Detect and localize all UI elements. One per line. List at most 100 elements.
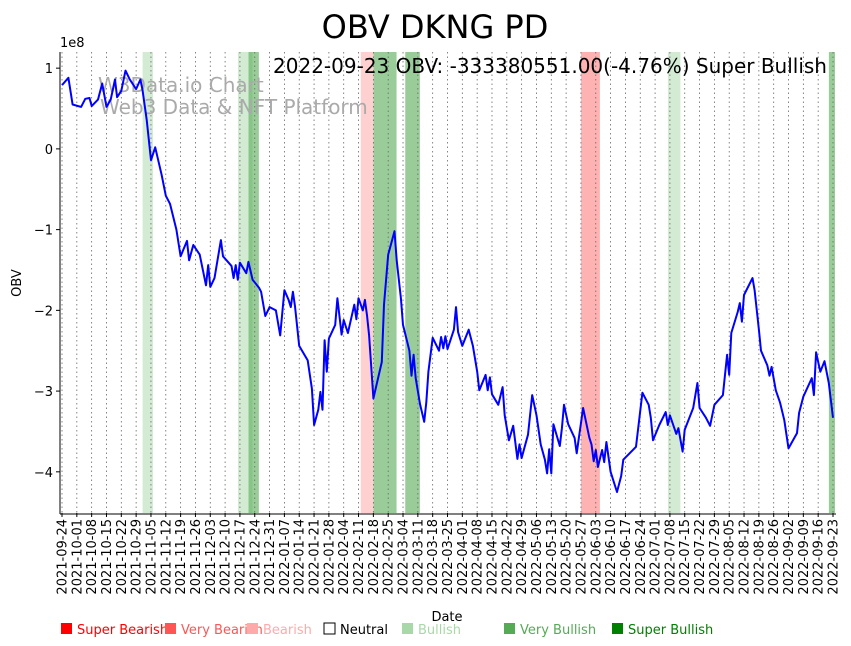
x-tick-label: 2022-07-15 <box>678 519 693 595</box>
x-tick-label: 2022-06-17 <box>619 519 634 595</box>
y-tick-label: −1 <box>34 224 53 239</box>
x-tick-label: 2022-07-22 <box>693 519 708 595</box>
x-tick-label: 2022-03-04 <box>397 519 412 595</box>
x-tick-label: 2021-10-29 <box>130 519 145 595</box>
legend-label: Bearish <box>263 623 312 638</box>
x-tick-label: 2021-10-08 <box>85 519 100 595</box>
legend-label: Very Bearish <box>181 623 263 638</box>
x-ticks: 2021-09-24 2021-10-01 2021-10-08 2021-10-15… <box>56 513 842 595</box>
grid-lines <box>61 52 834 513</box>
y-multiplier: 1e8 <box>60 36 85 51</box>
signal-band-bearish <box>360 52 374 513</box>
watermark-line-2: Web3 Data & NFT Platform <box>100 95 368 119</box>
x-tick-label: 2022-09-23 <box>827 519 842 595</box>
legend-item-very-bearish: Very Bearish <box>165 623 263 638</box>
x-tick-label: 2022-05-20 <box>560 519 575 595</box>
x-tick-label: 2021-10-01 <box>70 519 85 595</box>
legend-label: Very Bullish <box>520 623 596 638</box>
y-tick-label: 1 <box>45 62 53 77</box>
x-tick-label: 2021-09-24 <box>56 519 71 595</box>
x-tick-label: 2022-04-29 <box>515 519 530 595</box>
legend-label: Bullish <box>418 623 461 638</box>
legend-label: Super Bullish <box>628 623 713 638</box>
x-tick-label: 2022-02-11 <box>352 519 367 595</box>
x-tick-label: 2021-12-24 <box>248 519 263 595</box>
legend-swatch <box>323 622 336 635</box>
x-tick-label: 2022-09-09 <box>797 519 812 595</box>
legend-swatch <box>504 623 515 634</box>
x-tick-label: 2021-10-15 <box>100 519 115 595</box>
x-tick-label: 2022-08-26 <box>767 519 782 595</box>
x-tick-label: 2021-11-05 <box>144 519 159 595</box>
y-tick-label: −2 <box>34 304 53 319</box>
x-tick-label: 2022-01-28 <box>322 519 337 595</box>
series-line-obv <box>61 69 834 493</box>
series-layer <box>61 69 834 493</box>
legend-item-bearish: Bearish <box>247 623 312 638</box>
y-tick-label: −3 <box>34 385 53 400</box>
legend-swatch <box>402 623 413 634</box>
legend-swatch <box>247 623 258 634</box>
x-tick-label: 2022-03-18 <box>426 519 441 595</box>
legend-item-super-bearish: Super Bearish <box>61 623 168 638</box>
y-axis-label: OBV <box>10 269 25 297</box>
x-tick-label: 2021-12-03 <box>204 519 219 595</box>
x-tick-label: 2021-12-31 <box>263 519 278 595</box>
x-tick-label: 2022-04-15 <box>485 519 500 595</box>
signal-band-very-bearish <box>581 52 600 513</box>
x-tick-label: 2022-07-01 <box>649 519 664 595</box>
latest-value-annotation: 2022-09-23 OBV: -333380551.00(-4.76%) Su… <box>273 54 827 78</box>
x-tick-label: 2022-05-13 <box>545 519 560 595</box>
x-tick-label: 2021-11-19 <box>174 519 189 595</box>
x-tick-label: 2022-06-03 <box>589 519 604 595</box>
legend-item-neutral: Neutral <box>323 622 388 638</box>
x-tick-label: 2022-06-10 <box>604 519 619 595</box>
legend: Super Bearish Very Bearish Bearish Neutral B… <box>61 622 713 638</box>
legend-item-very-bullish: Very Bullish <box>504 623 596 638</box>
y-ticks: 1 0 −1 −2 −3 −4 <box>34 62 60 481</box>
legend-label: Neutral <box>340 623 388 638</box>
x-tick-label: 2022-01-14 <box>293 519 308 595</box>
x-tick-label: 2022-01-07 <box>278 519 293 595</box>
x-tick-label: 2022-09-16 <box>812 519 827 595</box>
x-tick-label: 2021-11-12 <box>159 519 174 595</box>
signal-bands <box>142 52 835 513</box>
signal-band-very-bullish <box>405 52 420 513</box>
x-tick-label: 2022-08-19 <box>752 519 767 595</box>
x-tick-label: 2021-10-22 <box>115 519 130 595</box>
x-tick-label: 2022-06-24 <box>634 519 649 595</box>
legend-swatch <box>612 623 623 634</box>
x-tick-label: 2022-04-22 <box>500 519 515 595</box>
signal-band-bullish <box>667 52 681 513</box>
legend-swatch <box>61 623 72 634</box>
x-tick-label: 2022-01-21 <box>308 519 323 595</box>
x-tick-label: 2022-03-11 <box>411 519 426 595</box>
legend-item-super-bullish: Super Bullish <box>612 623 713 638</box>
x-tick-label: 2021-12-17 <box>233 519 248 595</box>
x-tick-label: 2022-08-12 <box>738 519 753 595</box>
x-tick-label: 2022-07-08 <box>663 519 678 595</box>
x-tick-label: 2022-05-06 <box>530 519 545 595</box>
x-tick-label: 2022-07-29 <box>708 519 723 595</box>
watermark-line-1: W3Data.io Chart <box>98 73 264 97</box>
chart-title: OBV DKNG PD <box>322 8 549 46</box>
x-tick-label: 2021-12-10 <box>219 519 234 595</box>
x-tick-label: 2022-04-08 <box>471 519 486 595</box>
legend-item-bullish: Bullish <box>402 623 461 638</box>
x-tick-label: 2022-08-05 <box>723 519 738 595</box>
signal-band-bullish <box>142 52 153 513</box>
y-tick-label: 0 <box>45 143 53 158</box>
x-tick-label: 2022-09-02 <box>782 519 797 595</box>
y-tick-label: −4 <box>34 466 53 481</box>
legend-swatch <box>165 623 176 634</box>
x-tick-label: 2022-03-25 <box>441 519 456 595</box>
x-tick-label: 2022-02-18 <box>367 519 382 595</box>
x-tick-label: 2022-05-27 <box>574 519 589 595</box>
x-axis-label: Date <box>431 610 462 625</box>
x-tick-label: 2021-11-26 <box>189 519 204 595</box>
x-tick-label: 2022-04-01 <box>456 519 471 595</box>
legend-label: Super Bearish <box>77 623 168 638</box>
signal-band-very-bullish <box>828 52 835 513</box>
